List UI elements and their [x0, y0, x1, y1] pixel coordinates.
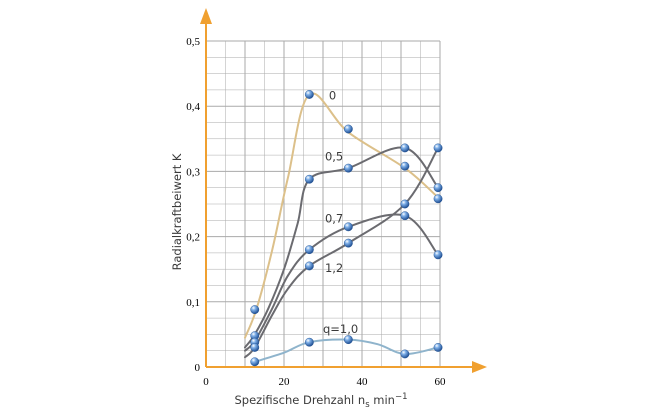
- data-point: [343, 124, 353, 134]
- data-point: [343, 335, 353, 345]
- data-point: [400, 211, 410, 221]
- data-point: [304, 245, 314, 255]
- y-tick-label: 0,2: [186, 232, 200, 244]
- x-axis-arrow: [472, 361, 487, 373]
- y-tick-label: 0,5: [186, 36, 200, 48]
- data-points: [250, 90, 443, 367]
- x-axis-label-superscript: −1: [395, 392, 408, 402]
- data-point: [400, 143, 410, 153]
- series-label: 0: [329, 89, 336, 103]
- y-tick-label: 0,3: [186, 166, 200, 178]
- y-axis-label: Radialkraftbeiwert K: [170, 153, 184, 270]
- data-point: [400, 349, 410, 359]
- y-tick-label: 0: [195, 362, 201, 374]
- x-axis-label-unit: min: [370, 393, 395, 407]
- series-label: 1,2: [325, 261, 343, 275]
- data-point: [304, 261, 314, 271]
- data-point: [433, 183, 443, 193]
- data-point: [250, 357, 260, 367]
- data-point: [433, 250, 443, 260]
- series-labels: 0 0,5 0,7 1,2 q=1,0: [323, 89, 358, 336]
- series-line: [244, 92, 440, 339]
- data-point: [250, 343, 260, 352]
- data-point: [400, 161, 410, 171]
- data-point: [400, 199, 410, 209]
- data-point: [250, 305, 260, 315]
- data-point: [304, 90, 314, 99]
- data-point: [433, 343, 443, 352]
- axes: [200, 8, 487, 373]
- data-point: [433, 194, 443, 204]
- x-tick-label: 40: [357, 376, 369, 388]
- y-tick-label: 0,1: [186, 297, 200, 309]
- data-point: [304, 174, 314, 184]
- x-axis-label: Spezifische Drehzahl ns min−1: [234, 392, 407, 410]
- data-point: [304, 337, 314, 347]
- series-line: [244, 146, 440, 349]
- data-point: [343, 222, 353, 232]
- x-tick-label: 20: [279, 376, 291, 388]
- data-point: [343, 163, 353, 173]
- data-point: [343, 238, 353, 248]
- y-tick-label: 0,4: [186, 101, 200, 113]
- data-point: [433, 143, 443, 153]
- x-axis-label-main: Spezifische Drehzahl n: [234, 393, 365, 407]
- series-label: q=1,0: [323, 322, 358, 336]
- series-label: 0,5: [325, 149, 343, 163]
- x-tick-label: 60: [435, 376, 447, 388]
- tick-labels: 0 0,1 0,2 0,3 0,4 0,5 0 20 40 60: [186, 36, 446, 388]
- x-tick-label: 0: [203, 376, 209, 388]
- x-axis-label-subscript: s: [365, 400, 370, 410]
- series-label: 0,7: [325, 211, 343, 225]
- y-axis-arrow: [200, 8, 212, 24]
